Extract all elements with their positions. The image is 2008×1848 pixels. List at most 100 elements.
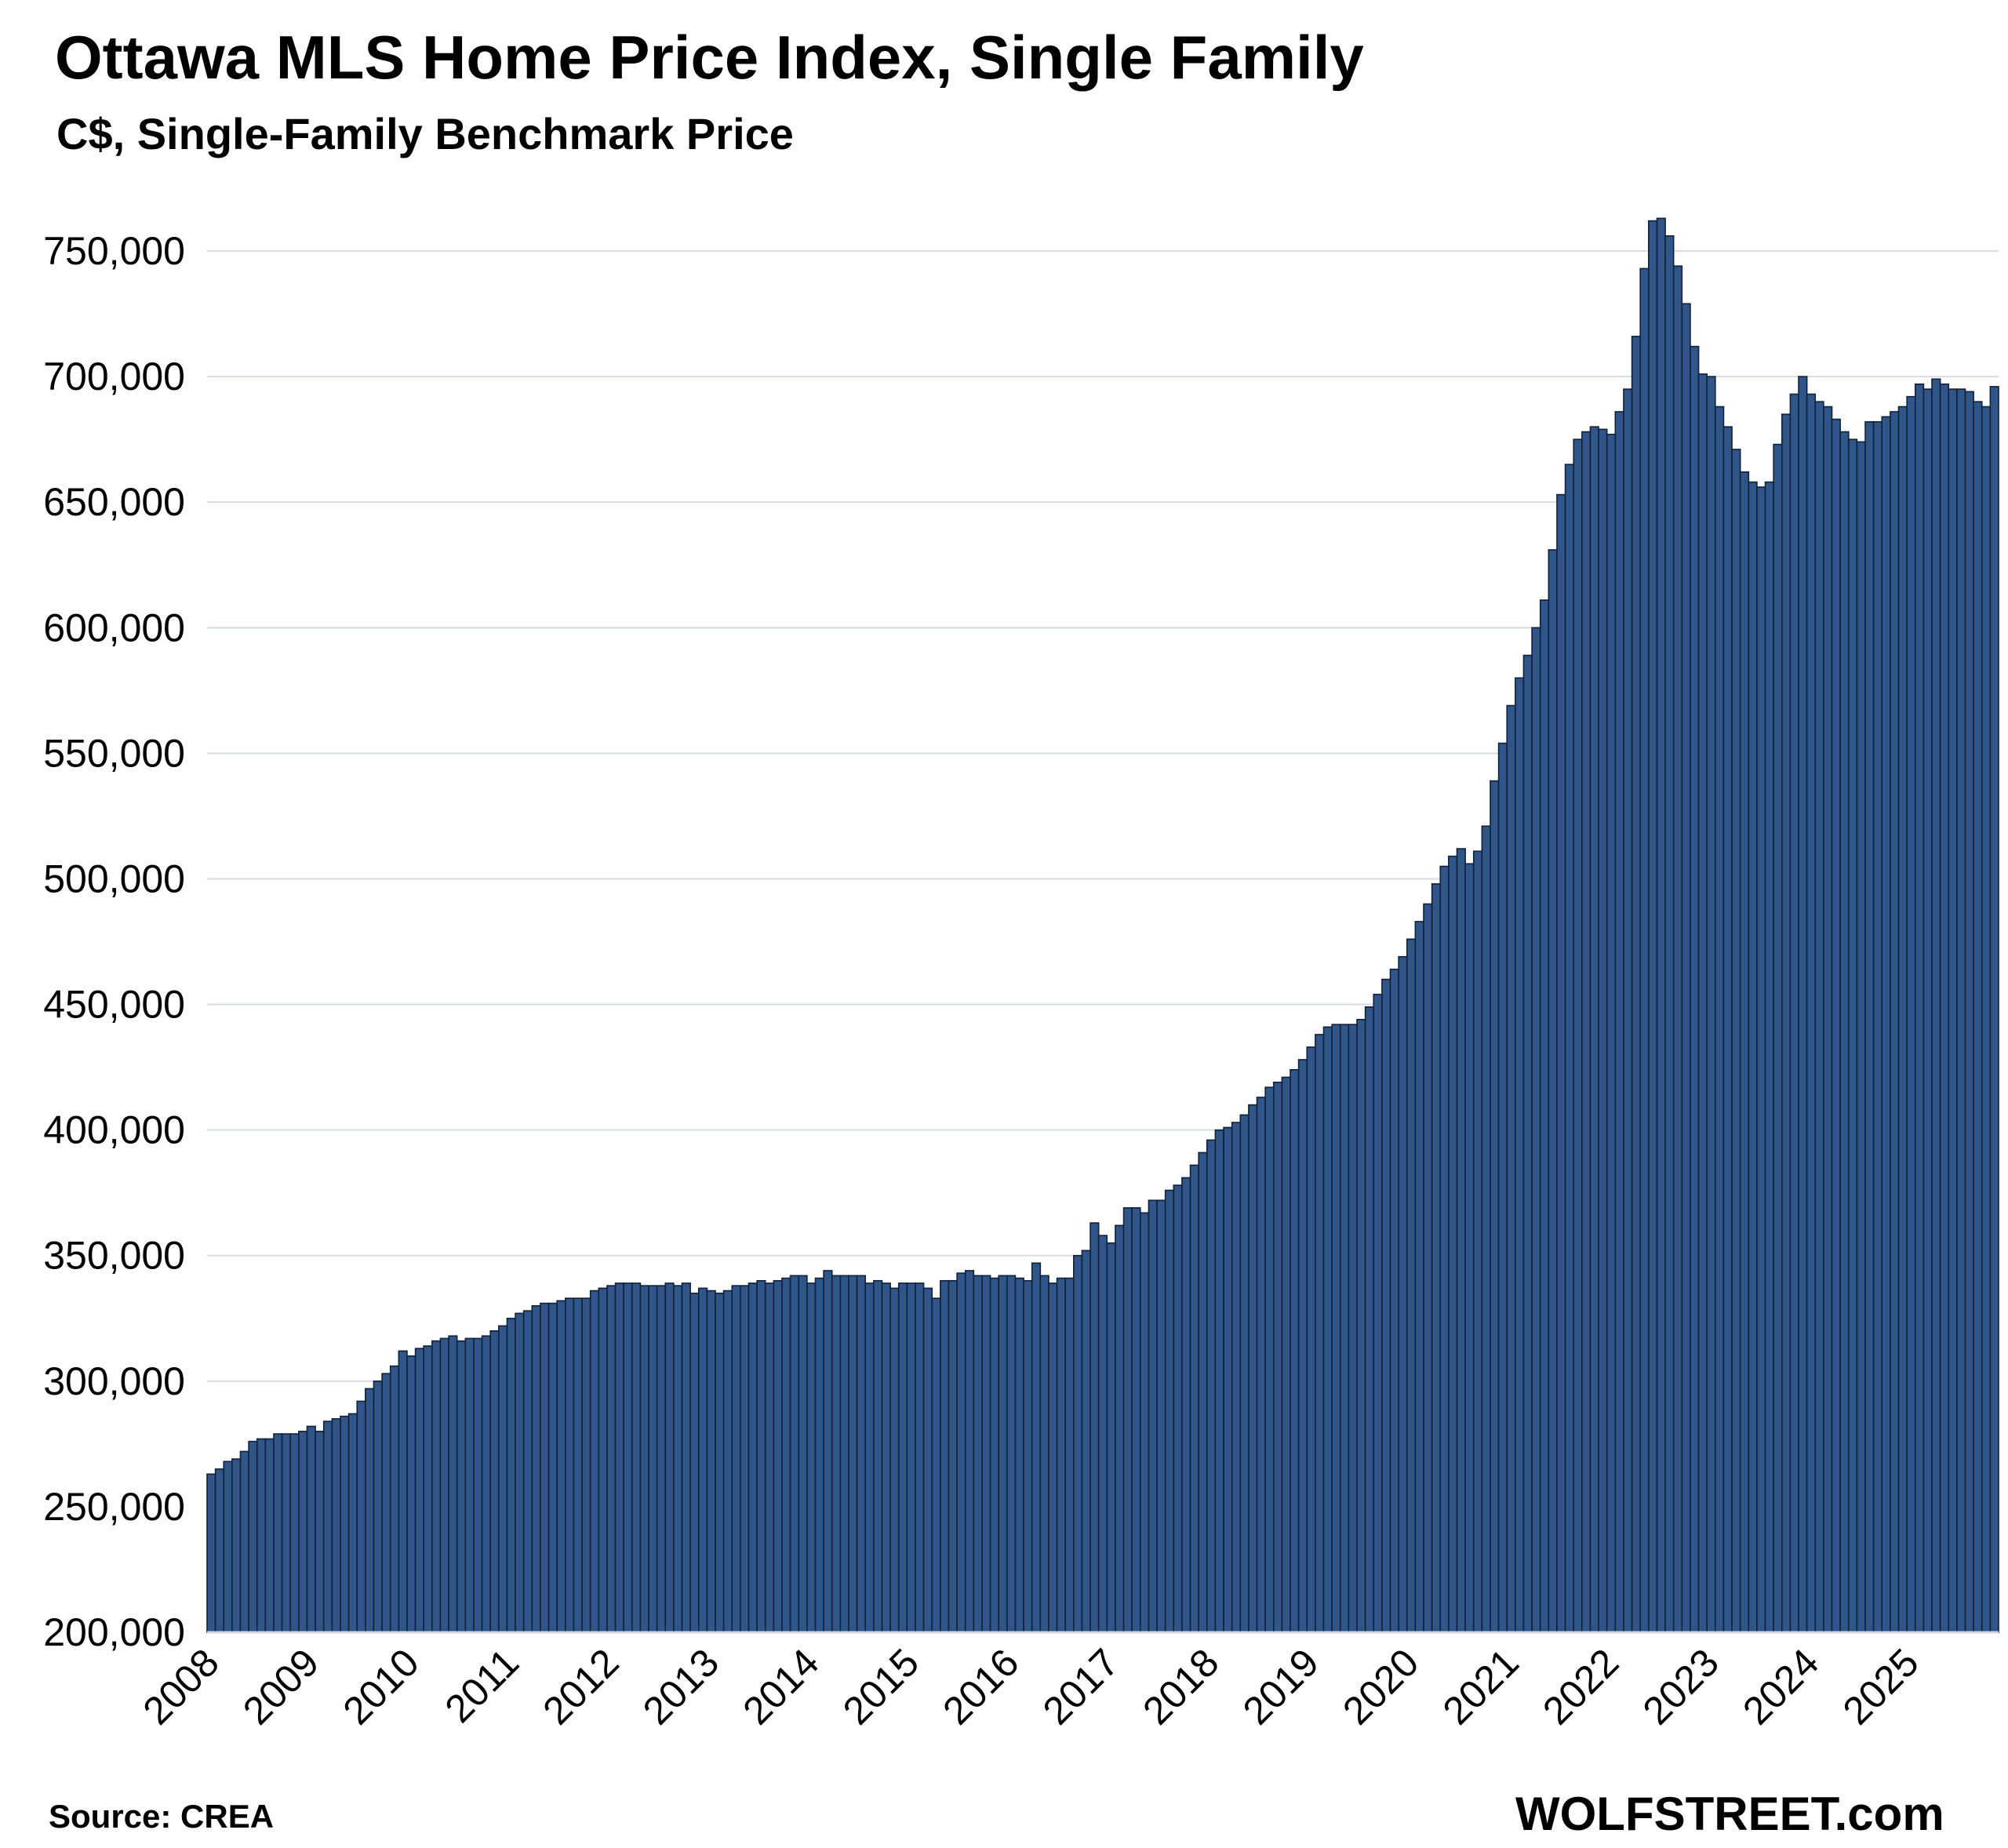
bar: [781, 1277, 791, 1633]
bar: [1389, 968, 1399, 1633]
bar: [547, 1302, 558, 1633]
bar: [764, 1282, 775, 1633]
bar: [1531, 627, 1541, 1633]
bar: [298, 1431, 308, 1633]
bar: [1039, 1275, 1049, 1633]
bar: [906, 1282, 916, 1633]
bar: [1856, 441, 1866, 1633]
y-tick-label: 750,000: [43, 229, 185, 273]
y-tick-label: 700,000: [43, 355, 185, 398]
bar: [1890, 411, 1900, 1633]
bar: [365, 1388, 375, 1633]
bar: [915, 1282, 925, 1633]
bar: [773, 1279, 783, 1633]
bar: [473, 1337, 483, 1633]
bar: [731, 1285, 741, 1633]
bar: [1081, 1250, 1091, 1633]
bar: [1472, 850, 1483, 1633]
bar: [1056, 1277, 1066, 1633]
bar: [1948, 388, 1958, 1633]
bar: [1023, 1279, 1033, 1633]
bar: [1423, 903, 1433, 1633]
bar: [1239, 1114, 1250, 1633]
bar: [1248, 1104, 1258, 1633]
bar: [315, 1431, 325, 1633]
brand-watermark: WOLFSTREET.com: [1515, 1788, 1944, 1840]
bar: [940, 1279, 950, 1633]
bar: [1373, 993, 1383, 1633]
bar: [1398, 955, 1408, 1633]
bar: [1431, 883, 1442, 1633]
bar: [489, 1330, 500, 1633]
bar: [1189, 1164, 1199, 1633]
bar: [389, 1365, 400, 1633]
x-tick-label: 2020: [1334, 1640, 1427, 1733]
bar: [1906, 395, 1916, 1633]
bar: [1773, 443, 1783, 1633]
bar: [1264, 1086, 1275, 1633]
source-note: Source: CREA: [49, 1798, 275, 1835]
bar: [1573, 438, 1583, 1633]
bar: [831, 1275, 842, 1633]
bar: [1173, 1184, 1183, 1633]
x-tick-label: 2012: [534, 1640, 627, 1733]
bar: [1814, 401, 1824, 1633]
bar: [1631, 336, 1642, 1633]
bar: [706, 1290, 716, 1633]
bar: [656, 1285, 667, 1633]
bar: [1073, 1254, 1083, 1633]
bar: [381, 1373, 391, 1633]
bar: [1548, 549, 1558, 1633]
bar: [623, 1282, 633, 1633]
x-tick-label: 2021: [1435, 1640, 1527, 1733]
bar: [873, 1279, 883, 1633]
bar: [1872, 420, 1883, 1633]
bar: [1981, 406, 1992, 1633]
bar: [464, 1337, 475, 1633]
x-axis-ticks: 2008 2009 2010 2011 2012 2013 2014 2015 2016 2017…: [135, 1640, 1927, 1733]
bar: [1223, 1126, 1233, 1633]
bar: [1181, 1177, 1191, 1633]
bar: [356, 1400, 366, 1633]
bar: [273, 1433, 283, 1633]
bar: [1756, 486, 1766, 1633]
bar: [864, 1282, 875, 1633]
bars: [206, 217, 1999, 1633]
bar: [1014, 1277, 1024, 1633]
bar: [1973, 401, 1983, 1633]
bar: [1297, 1059, 1308, 1633]
x-tick-label: 2025: [1835, 1640, 1927, 1733]
bar: [1164, 1189, 1175, 1633]
bar: [456, 1340, 467, 1633]
bar: [1606, 433, 1617, 1633]
bar: [1881, 416, 1891, 1633]
bar: [1823, 406, 1833, 1633]
bar: [1097, 1235, 1108, 1633]
bar: [531, 1304, 541, 1633]
bar: [856, 1275, 867, 1633]
bar: [1414, 921, 1424, 1633]
bar: [673, 1285, 683, 1633]
bar: [1697, 373, 1708, 1633]
bar: [589, 1290, 600, 1633]
bar: [740, 1285, 750, 1633]
bar: [439, 1337, 449, 1633]
bar: [956, 1272, 966, 1633]
bar: [347, 1413, 358, 1633]
bar: [922, 1287, 933, 1633]
y-tick-label: 400,000: [43, 1108, 185, 1152]
bar: [1448, 855, 1458, 1633]
bar: [223, 1461, 233, 1633]
bar: [1806, 393, 1817, 1633]
bar: [239, 1450, 249, 1633]
bar: [789, 1275, 800, 1633]
bar: [1089, 1222, 1100, 1633]
bar: [1122, 1207, 1133, 1633]
bar: [722, 1290, 733, 1633]
bar: [1939, 383, 1950, 1633]
bar: [340, 1415, 350, 1633]
y-tick-label: 450,000: [43, 983, 185, 1027]
bar: [1315, 1034, 1325, 1633]
bar: [1506, 704, 1516, 1633]
